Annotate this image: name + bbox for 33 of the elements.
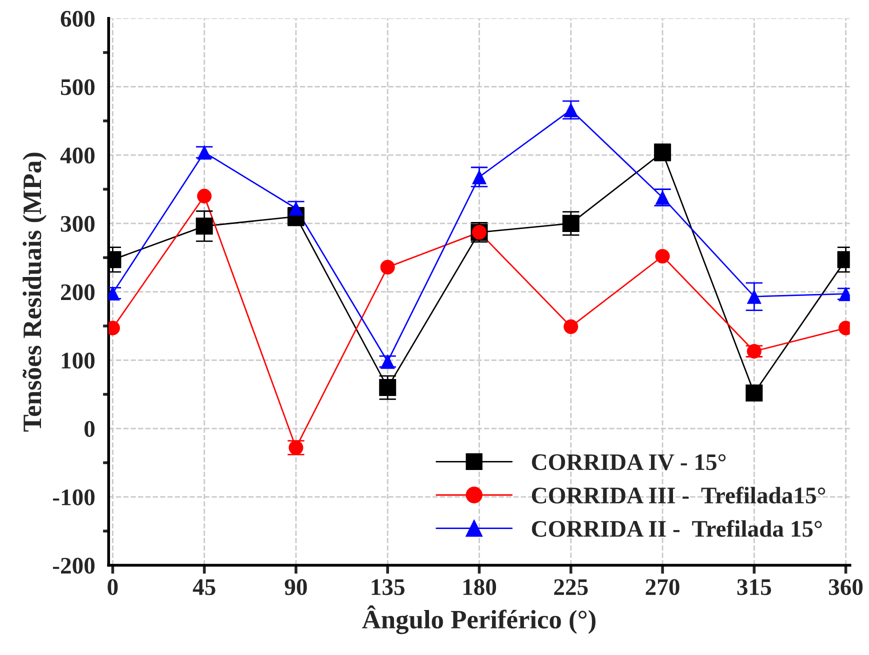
x-tick-label: 0 [108, 579, 118, 596]
y-axis-title: Tensões Residuais (MPa) [22, 152, 47, 432]
x-tick-label: 45 [192, 579, 216, 596]
y-tick-label: 400 [60, 148, 95, 164]
point [746, 289, 762, 304]
legend-label: CORRIDA II - Trefilada 15° [532, 520, 822, 537]
x-tick-label: 225 [554, 579, 588, 596]
x-axis-title: Ângulo Periférico (°) [362, 605, 596, 634]
x-tick-label: 315 [737, 579, 772, 596]
x-tick-label: 270 [646, 579, 680, 596]
y-tick-label: -200 [53, 558, 95, 574]
x-tick-label: 135 [372, 579, 404, 596]
y-tick-label: 100 [62, 352, 95, 369]
x-tick-label: 90 [284, 579, 307, 596]
legend-label: CORRIDA III - Trefilada15° [532, 486, 826, 504]
point [197, 188, 212, 204]
x-tick-label: 180 [463, 579, 496, 596]
point [562, 214, 580, 232]
legend-label: CORRIDA IV - 15° [532, 454, 726, 470]
point [564, 319, 578, 334]
y-tick-label: 500 [60, 79, 95, 96]
point [379, 379, 396, 396]
y-tick-label: 200 [61, 284, 95, 300]
y-tick-label: -100 [53, 489, 95, 506]
y-tick-label: 0 [84, 421, 95, 437]
x-tick-label: 360 [828, 579, 863, 596]
point [746, 384, 763, 402]
point [472, 170, 487, 184]
point [380, 260, 395, 274]
y-tick-label: 300 [60, 216, 95, 232]
y-tick-label: 600 [60, 10, 95, 27]
point [655, 248, 670, 264]
point [196, 218, 213, 235]
